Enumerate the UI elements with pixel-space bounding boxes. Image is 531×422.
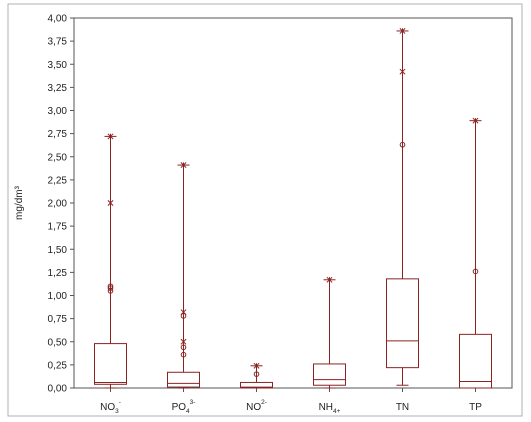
category-base-text: NO xyxy=(100,402,115,413)
category-superscript: 2- xyxy=(261,399,267,406)
y-tick-label: 3,75 xyxy=(48,37,68,48)
box-group-4 xyxy=(313,276,346,389)
y-tick-label: 0,50 xyxy=(48,337,68,348)
y-tick-label: 2,75 xyxy=(48,129,68,140)
x-category-label: NO3- xyxy=(100,399,121,415)
chart-frame xyxy=(7,3,523,417)
extreme-point xyxy=(326,276,333,283)
x-category-label: TP xyxy=(469,402,482,413)
boxes-layer xyxy=(94,27,492,389)
outlier-point xyxy=(107,285,114,291)
category-base-text: NO xyxy=(246,402,261,413)
y-tick-label: 0,00 xyxy=(48,384,68,395)
y-tick-label: 0,25 xyxy=(48,360,68,371)
category-base-text: NH xyxy=(319,402,333,413)
category-base-text: TN xyxy=(396,402,409,413)
x-axis: NO3- PO43- NO2- NH4+ TN TP xyxy=(100,388,482,415)
extreme-point xyxy=(399,27,406,34)
outlier-point xyxy=(399,141,406,148)
box-group-3 xyxy=(240,362,273,389)
category-subscript: 4+ xyxy=(333,408,341,415)
extreme-point xyxy=(180,309,187,316)
outlier-point xyxy=(107,283,114,290)
y-axis-title: mg/dm³ xyxy=(14,185,25,220)
y-tick-label: 1,00 xyxy=(48,291,68,302)
iqr-box xyxy=(459,333,492,389)
plot-area xyxy=(73,17,513,389)
extreme-point xyxy=(107,133,114,140)
x-category-label: TN xyxy=(396,402,409,413)
extreme-point xyxy=(180,162,187,169)
extreme-point xyxy=(472,117,479,124)
category-base-text: PO xyxy=(172,402,187,413)
x-category-label: NO2- xyxy=(246,399,267,413)
outlier-point xyxy=(253,371,260,377)
y-tick-label: 2,50 xyxy=(48,152,68,163)
y-tick-label: 2,25 xyxy=(48,175,68,186)
y-tick-label: 1,75 xyxy=(48,222,68,233)
outlier-point xyxy=(472,268,479,275)
iqr-box xyxy=(240,381,273,389)
outlier-point xyxy=(180,351,187,358)
iqr-box xyxy=(167,371,200,388)
iqr-box xyxy=(94,343,127,385)
y-axis: 0,00 0,25 0,50 0,75 1,00 1,25 1,50 1,75 2,00 2,25… xyxy=(48,14,74,395)
iqr-box xyxy=(386,278,419,369)
y-tick-label: 1,50 xyxy=(48,245,68,256)
box-group-6 xyxy=(459,117,492,389)
y-tick-label: 3,50 xyxy=(48,60,68,71)
extreme-point xyxy=(180,338,187,345)
y-tick-label: 3,00 xyxy=(48,106,68,117)
extreme-point xyxy=(399,68,406,75)
y-tick-label: 4,00 xyxy=(48,14,68,25)
y-tick-label: 1,25 xyxy=(48,268,68,279)
extreme-point xyxy=(107,200,114,206)
plot-border xyxy=(73,17,513,389)
category-subscript: 4 xyxy=(186,408,190,415)
box-group-5 xyxy=(386,27,419,386)
category-subscript: 3 xyxy=(115,408,119,415)
iqr-box xyxy=(313,363,346,386)
extreme-point xyxy=(253,362,260,369)
x-category-label: NH4+ xyxy=(319,402,341,415)
category-superscript: - xyxy=(119,399,121,406)
x-category-label: PO43- xyxy=(172,399,196,415)
y-tick-label: 0,75 xyxy=(48,314,68,325)
box-group-1 xyxy=(94,133,127,389)
outlier-point xyxy=(180,344,187,351)
category-superscript: 3- xyxy=(190,399,196,406)
category-base-text: TP xyxy=(469,402,482,413)
box-group-2 xyxy=(167,162,200,389)
y-tick-label: 3,25 xyxy=(48,83,68,94)
y-tick-label: 2,00 xyxy=(48,199,68,210)
